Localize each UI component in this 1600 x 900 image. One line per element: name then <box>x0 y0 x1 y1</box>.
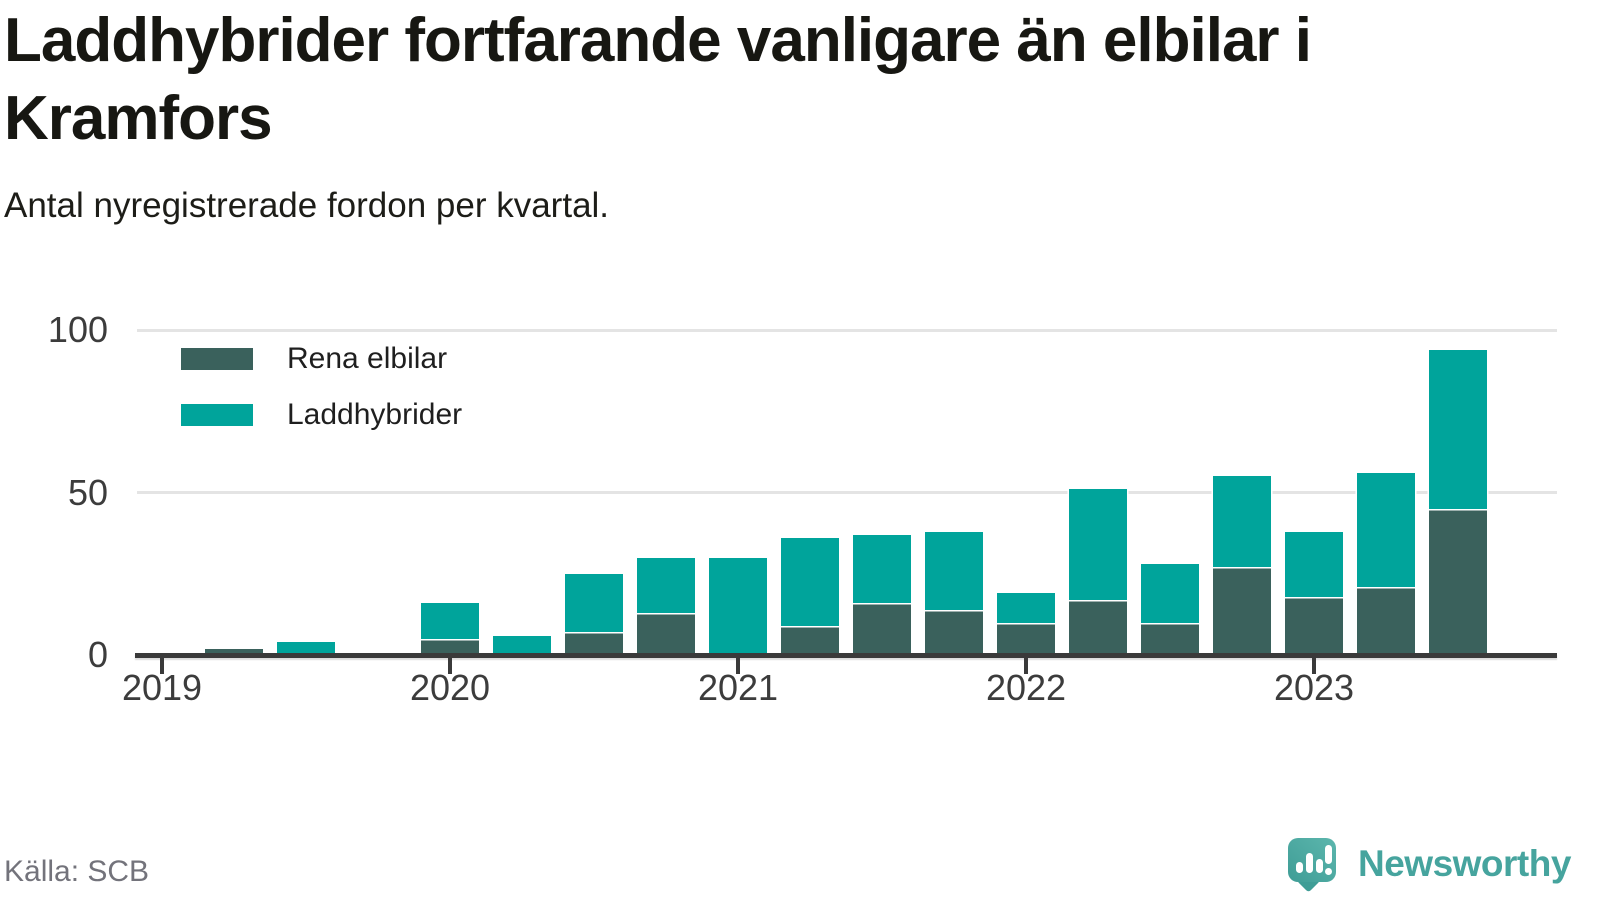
chart-bar-glyph <box>1306 853 1313 873</box>
x-axis-tick <box>160 657 164 674</box>
bar-segment-laddhybrider <box>1069 489 1127 600</box>
chart-bar-glyph <box>1296 862 1303 873</box>
bar-segment-laddhybrider <box>565 573 623 633</box>
bar-segment-rena-elbilar <box>997 622 1055 655</box>
x-axis-tick-label: 2022 <box>985 667 1067 708</box>
bar-segment-rena-elbilar <box>853 603 911 655</box>
bar-segment-laddhybrider <box>853 534 911 603</box>
exclamation-dot-icon <box>1325 868 1332 875</box>
bar-segment-rena-elbilar <box>925 609 983 655</box>
legend-item: Rena elbilar <box>181 342 462 376</box>
bar-segment-laddhybrider <box>1213 476 1271 568</box>
exclamation-icon <box>1325 845 1332 864</box>
x-axis-tick <box>1024 657 1028 674</box>
y-axis-tick-label: 100 <box>47 309 108 350</box>
y-axis-tick-label: 0 <box>87 634 108 675</box>
chart-title-line-2: Kramfors <box>4 84 273 153</box>
x-axis-tick-label: 2019 <box>121 667 203 708</box>
x-axis-tick-label: 2021 <box>697 667 779 708</box>
source-label: Källa: SCB <box>4 855 150 888</box>
legend-swatch-laddhybrider <box>181 404 253 426</box>
legend: Rena elbilar Laddhybrider <box>181 342 462 454</box>
bar-segment-rena-elbilar <box>565 632 623 655</box>
newsworthy-wordmark: Newsworthy <box>1358 843 1571 884</box>
x-axis-tick-label: 2023 <box>1273 667 1355 708</box>
bar-segment-rena-elbilar <box>781 625 839 655</box>
bar-segment-laddhybrider <box>1429 349 1487 509</box>
newsworthy-logo-icon <box>1288 838 1336 882</box>
y-axis-tick-label: 50 <box>67 471 108 513</box>
legend-label: Laddhybrider <box>287 398 463 431</box>
bar-segment-rena-elbilar <box>421 638 479 655</box>
bar-segment-laddhybrider <box>781 538 839 626</box>
x-axis-line <box>135 652 1557 658</box>
bar-segment-rena-elbilar <box>1213 567 1271 655</box>
bar-segment-rena-elbilar <box>1285 596 1343 655</box>
bar-segment-laddhybrider <box>709 557 767 655</box>
bar-segment-laddhybrider <box>421 603 479 639</box>
bar-segment-rena-elbilar <box>1069 599 1127 655</box>
bar-segment-laddhybrider <box>637 557 695 613</box>
x-axis-tick-label: 2020 <box>409 667 491 708</box>
chart-subtitle: Antal nyregistrerade fordon per kvartal. <box>4 186 610 225</box>
legend-label: Rena elbilar <box>287 342 448 375</box>
newsworthy-logo: Newsworthy <box>1288 836 1596 896</box>
gridline <box>137 491 1557 494</box>
chart-title-line-1: Laddhybrider fortfarande vanligare än el… <box>4 6 1312 75</box>
bar-segment-rena-elbilar <box>1141 622 1199 655</box>
bar-segment-laddhybrider <box>277 642 335 655</box>
legend-item: Laddhybrider <box>181 398 462 432</box>
x-axis-tick <box>736 657 740 674</box>
legend-swatch-rena-elbilar <box>181 348 253 370</box>
bar-segment-laddhybrider <box>1285 531 1343 597</box>
x-axis-tick <box>448 657 452 674</box>
chart-title: Laddhybrider fortfarande vanligare än el… <box>4 2 1596 158</box>
bar-segment-laddhybrider <box>925 531 983 610</box>
x-axis-tick <box>1312 657 1316 674</box>
bar-segment-rena-elbilar <box>1429 508 1487 655</box>
bar-segment-laddhybrider <box>1141 564 1199 623</box>
chart-bar-glyph <box>1316 859 1323 873</box>
bar-segment-rena-elbilar <box>637 612 695 655</box>
bar-segment-laddhybrider <box>493 635 551 655</box>
bar-segment-laddhybrider <box>1357 473 1415 587</box>
bar-segment-rena-elbilar <box>205 648 263 655</box>
bar-segment-rena-elbilar <box>1357 586 1415 655</box>
bar-segment-laddhybrider <box>997 593 1055 623</box>
gridline <box>137 328 1557 332</box>
